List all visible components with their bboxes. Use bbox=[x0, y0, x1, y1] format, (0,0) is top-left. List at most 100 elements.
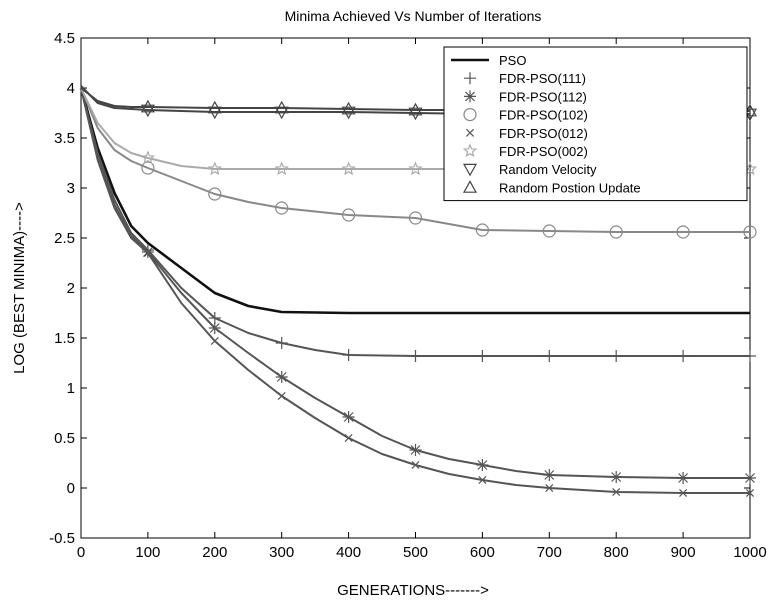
y-tick-label: 4.5 bbox=[54, 30, 75, 47]
marker-asterisk bbox=[543, 469, 556, 481]
marker-plus bbox=[275, 337, 288, 349]
data-point bbox=[478, 475, 487, 485]
legend-marker-swatch bbox=[462, 143, 478, 158]
series-pso bbox=[79, 87, 750, 315]
data-point bbox=[342, 411, 355, 423]
legend-marker-swatch bbox=[462, 180, 478, 193]
y-tick-label: 2.5 bbox=[54, 230, 75, 247]
marker-plus bbox=[677, 350, 690, 362]
x-tick-label: 500 bbox=[403, 544, 428, 561]
legend: PSO FDR-PSO(111) FDR-PSO(112) FDR-PSO(102) F… bbox=[443, 46, 748, 202]
legend-item: FDR-PSO(102) bbox=[463, 107, 588, 123]
data-point bbox=[210, 336, 219, 346]
y-tick-label: 0 bbox=[67, 480, 75, 497]
marker-x bbox=[745, 488, 755, 498]
marker-star bbox=[207, 161, 222, 176]
marker-circle bbox=[463, 107, 477, 122]
data-point bbox=[208, 322, 221, 334]
data-point bbox=[677, 472, 690, 484]
marker-circle bbox=[743, 225, 757, 239]
data-point bbox=[543, 469, 556, 481]
data-point bbox=[677, 350, 690, 362]
legend-label: PSO bbox=[499, 53, 526, 68]
legend-item: FDR-PSO(111) bbox=[464, 71, 586, 86]
marker-x bbox=[210, 336, 219, 346]
legend-marker-swatch bbox=[463, 107, 477, 122]
data-point bbox=[408, 161, 423, 176]
y-tick-label: -0.5 bbox=[49, 530, 75, 547]
data-point bbox=[341, 106, 356, 120]
marker-circle bbox=[275, 201, 289, 215]
data-point bbox=[609, 225, 623, 239]
marker-plus bbox=[342, 349, 355, 361]
marker-x bbox=[411, 460, 420, 470]
data-point bbox=[143, 248, 152, 258]
y-axis-label: LOG (BEST MINIMA)----> bbox=[11, 202, 28, 374]
marker-x bbox=[143, 248, 152, 258]
legend-item: Random Postion Update bbox=[462, 180, 641, 195]
data-point bbox=[341, 161, 356, 176]
marker-asterisk bbox=[409, 444, 422, 456]
data-point bbox=[275, 201, 289, 215]
x-tick-label: 200 bbox=[202, 544, 227, 561]
data-point bbox=[610, 471, 623, 483]
data-point bbox=[274, 100, 289, 114]
series-line bbox=[79, 87, 750, 315]
marker-triangle-down bbox=[341, 106, 356, 120]
y-tick-label: 1 bbox=[67, 380, 75, 397]
legend-marker-swatch bbox=[464, 72, 476, 85]
series-line bbox=[80, 87, 750, 494]
legend-item: FDR-PSO(012) bbox=[465, 126, 588, 141]
marker-triangle-up bbox=[207, 100, 222, 114]
data-point bbox=[342, 349, 355, 361]
legend-label: FDR-PSO(111) bbox=[499, 71, 586, 86]
data-point bbox=[545, 483, 554, 493]
marker-triangle-down bbox=[462, 163, 478, 177]
plot-area: 0 100 200 300 400 500 600 700 800 900 1000-0.500.5… bbox=[49, 30, 767, 561]
legend-marker-swatch bbox=[462, 163, 478, 177]
marker-star bbox=[341, 161, 356, 176]
data-point bbox=[543, 350, 556, 362]
data-point bbox=[408, 107, 423, 121]
marker-plus bbox=[409, 350, 422, 362]
x-tick-label: 900 bbox=[671, 544, 696, 561]
data-point bbox=[745, 488, 755, 498]
marker-triangle-up bbox=[341, 101, 356, 115]
marker-triangle-down bbox=[408, 107, 423, 121]
data-point bbox=[141, 161, 155, 175]
marker-circle bbox=[676, 225, 690, 239]
data-point bbox=[208, 187, 222, 201]
marker-x bbox=[612, 487, 621, 497]
data-point bbox=[408, 102, 423, 116]
legend-item: FDR-PSO(002) bbox=[462, 143, 588, 159]
marker-plus bbox=[543, 350, 556, 362]
data-point bbox=[344, 433, 353, 443]
data-point bbox=[476, 350, 489, 362]
legend-item: Random Velocity bbox=[462, 162, 597, 177]
marker-star bbox=[140, 150, 156, 165]
x-tick-label: 800 bbox=[604, 544, 629, 561]
marker-x bbox=[545, 483, 554, 493]
data-point bbox=[277, 391, 286, 401]
data-point bbox=[409, 444, 422, 456]
marker-x bbox=[679, 488, 688, 498]
data-point bbox=[744, 472, 756, 484]
y-tick-label: 3 bbox=[67, 180, 75, 197]
marker-triangle-up bbox=[408, 102, 423, 116]
marker-x bbox=[465, 128, 475, 137]
data-point bbox=[207, 161, 222, 176]
data-point bbox=[408, 211, 423, 225]
legend-marker-swatch bbox=[465, 128, 475, 137]
marker-plus bbox=[464, 72, 476, 85]
marker-triangle-up bbox=[140, 99, 155, 113]
x-tick-label: 700 bbox=[537, 544, 562, 561]
data-point bbox=[411, 460, 420, 470]
marker-star bbox=[408, 161, 423, 176]
data-point bbox=[476, 459, 489, 471]
data-point bbox=[679, 488, 688, 498]
legend-item: FDR-PSO(112) bbox=[464, 89, 587, 104]
data-point bbox=[743, 225, 757, 239]
data-point bbox=[140, 99, 155, 113]
data-point bbox=[275, 371, 288, 383]
